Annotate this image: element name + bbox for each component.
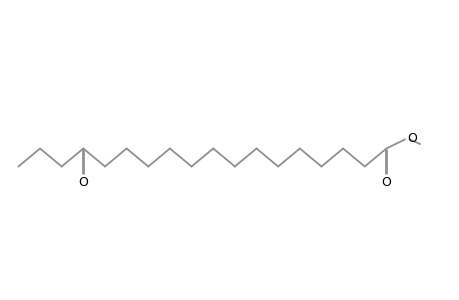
Text: O: O [381, 176, 391, 188]
Text: O: O [78, 176, 88, 188]
Text: O: O [406, 131, 416, 145]
